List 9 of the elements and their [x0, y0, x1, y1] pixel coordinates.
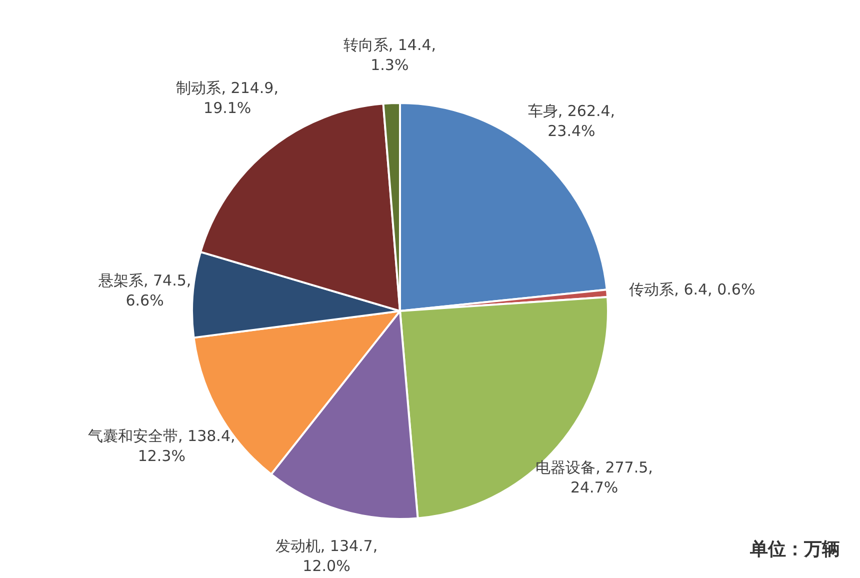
slice-label: 发动机, 134.7, 12.0% — [275, 537, 378, 576]
text: 单位：万辆 — [749, 539, 840, 560]
slice-label: 悬架系, 74.5, 6.6% — [97, 272, 192, 310]
slice-label: 电器设备, 277.5, 24.7% — [536, 458, 653, 497]
slice-label: 气囊和安全带, 138.4, 12.3% — [88, 427, 236, 466]
slice-label: 传动系, 6.4, 0.6% — [629, 280, 756, 298]
slice-label: 车身, 262.4, 23.4% — [528, 102, 616, 140]
slice-label: 制动系, 214.9, 19.1% — [176, 79, 278, 118]
slice-label: 转向系, 14.4, 1.3% — [343, 36, 436, 74]
